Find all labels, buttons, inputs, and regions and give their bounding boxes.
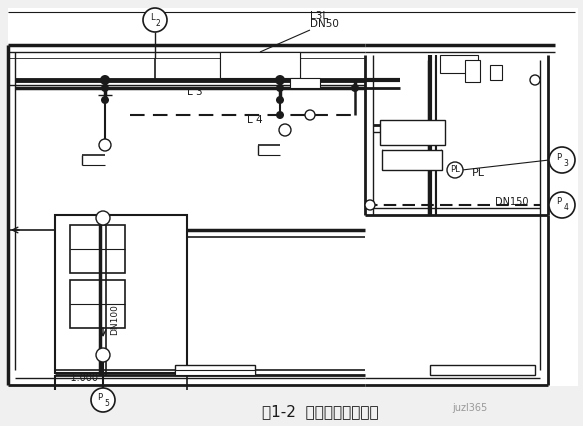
Circle shape — [96, 348, 110, 362]
Text: L: L — [150, 12, 154, 21]
Text: L 4: L 4 — [247, 115, 263, 125]
Circle shape — [530, 75, 540, 85]
Circle shape — [275, 75, 285, 85]
Text: 2: 2 — [156, 18, 160, 28]
Bar — [70, 280, 125, 328]
Circle shape — [549, 192, 575, 218]
Circle shape — [96, 211, 110, 225]
Circle shape — [143, 8, 167, 32]
Bar — [400, 127, 416, 143]
Bar — [440, 55, 478, 73]
Text: 4: 4 — [564, 204, 568, 213]
Circle shape — [351, 84, 359, 92]
Text: juzl365: juzl365 — [452, 403, 487, 413]
Circle shape — [101, 96, 109, 104]
Text: PL: PL — [450, 165, 460, 175]
Circle shape — [276, 96, 284, 104]
Text: PL: PL — [472, 168, 484, 178]
Bar — [490, 65, 502, 80]
Text: 5: 5 — [104, 398, 110, 408]
Text: DN150: DN150 — [495, 197, 529, 207]
Circle shape — [276, 84, 284, 92]
Circle shape — [365, 200, 375, 210]
Text: 3: 3 — [564, 158, 568, 167]
Bar — [8, 8, 578, 386]
Bar — [72, 227, 123, 271]
Bar — [290, 78, 320, 88]
Bar — [465, 60, 480, 82]
Circle shape — [276, 111, 284, 119]
Circle shape — [279, 124, 291, 136]
Bar — [55, 215, 187, 373]
Text: P: P — [97, 392, 103, 401]
Bar — [220, 52, 300, 78]
Bar — [175, 365, 255, 375]
Bar — [72, 282, 123, 326]
Text: 图1-2  室内给排水平面图: 图1-2 室内给排水平面图 — [262, 405, 378, 420]
Circle shape — [101, 84, 109, 92]
Circle shape — [549, 147, 575, 173]
Bar — [382, 150, 442, 170]
Bar — [175, 370, 255, 375]
Bar — [382, 127, 398, 143]
Circle shape — [99, 139, 111, 151]
Bar — [418, 127, 434, 143]
Text: DN50: DN50 — [310, 19, 339, 29]
Bar — [430, 365, 535, 375]
Text: DN100: DN100 — [111, 305, 120, 335]
Text: L 3: L 3 — [187, 87, 203, 97]
Text: P: P — [556, 153, 561, 161]
Circle shape — [91, 388, 115, 412]
Circle shape — [447, 162, 463, 178]
Text: -1.000: -1.000 — [68, 373, 99, 383]
Bar — [70, 225, 125, 273]
Text: L3L: L3L — [310, 11, 328, 21]
Circle shape — [100, 75, 110, 85]
Text: P: P — [556, 198, 561, 207]
Circle shape — [305, 110, 315, 120]
Bar — [380, 120, 445, 145]
